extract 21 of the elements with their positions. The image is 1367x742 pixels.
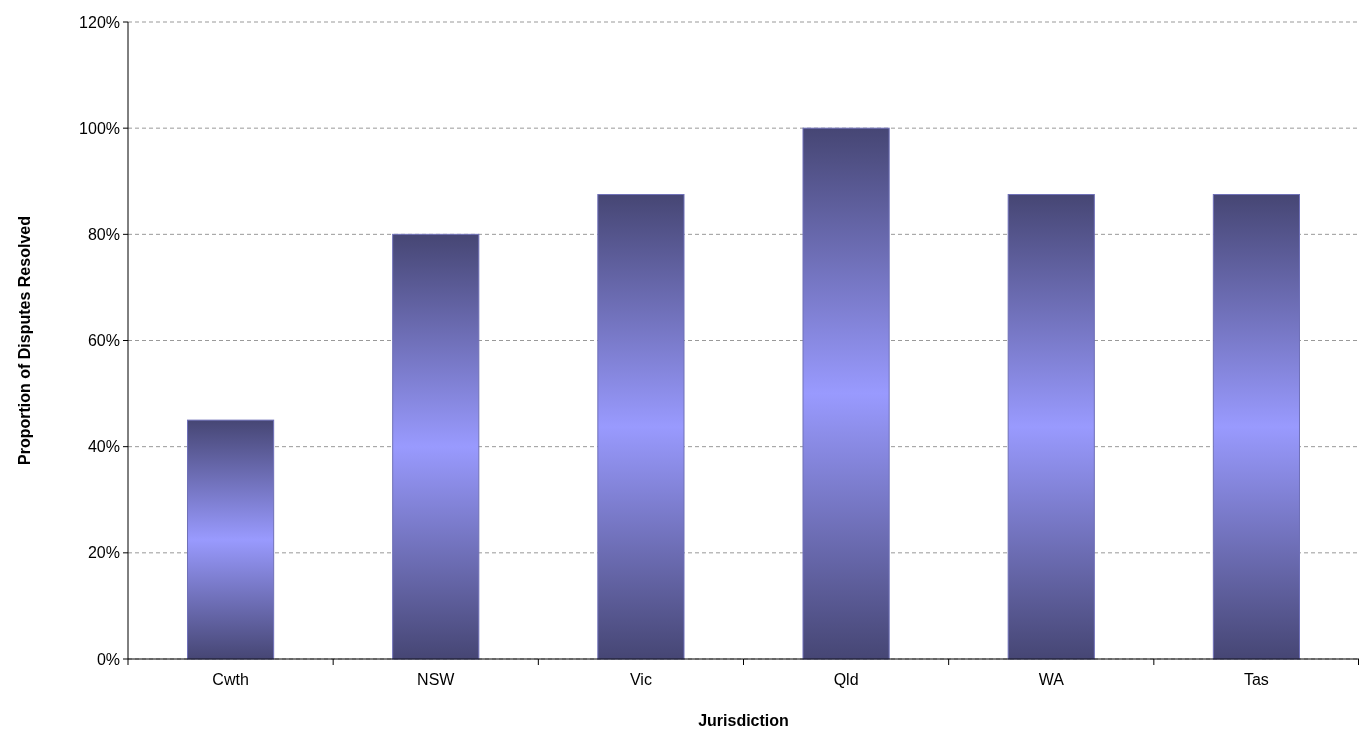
y-tick-label: 40% xyxy=(87,438,120,456)
bar xyxy=(187,419,275,660)
y-axis-title: Proportion of Disputes Resolved xyxy=(16,216,33,465)
bar xyxy=(392,233,480,660)
x-tick-label: WA xyxy=(1038,671,1065,688)
x-axis-title: Jurisdiction xyxy=(698,712,789,729)
y-tick-label: 120% xyxy=(79,13,120,31)
bar xyxy=(802,127,890,660)
y-tick-label: 20% xyxy=(87,544,120,562)
x-tick-label: Qld xyxy=(833,671,859,688)
x-tick-label: Cwth xyxy=(212,671,249,688)
x-tick-label: Vic xyxy=(629,671,652,688)
y-tick-label: 0% xyxy=(96,650,120,668)
y-tick-label: 100% xyxy=(79,119,120,137)
y-tick-label: 80% xyxy=(87,225,120,243)
x-tick-label: Tas xyxy=(1243,671,1269,688)
x-tick-label: NSW xyxy=(417,671,456,688)
y-tick-label: 60% xyxy=(87,332,120,350)
bar xyxy=(1007,194,1095,660)
bar xyxy=(597,194,685,660)
bar xyxy=(1212,194,1300,660)
